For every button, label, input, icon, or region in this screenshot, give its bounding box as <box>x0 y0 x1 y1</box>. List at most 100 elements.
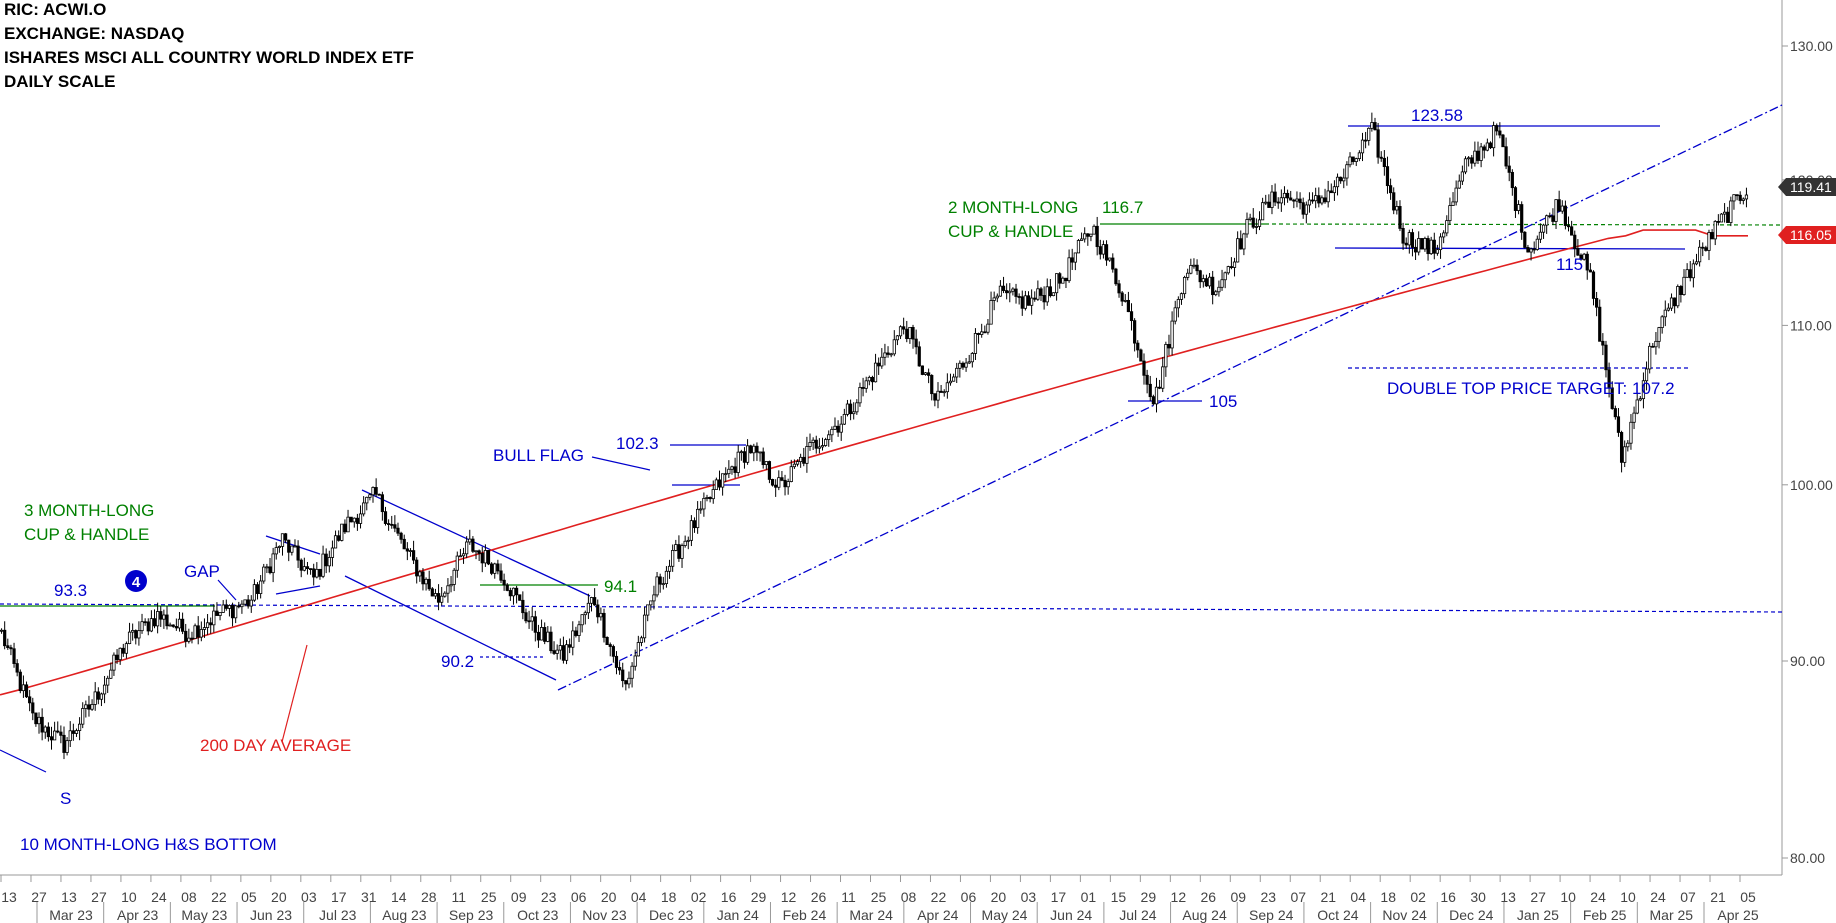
candle-body <box>427 578 431 590</box>
candle-body <box>1601 340 1605 346</box>
candle-body <box>923 372 928 375</box>
x-day-label: 30 <box>1470 889 1486 905</box>
candle-body <box>1663 309 1667 318</box>
candle-body <box>877 362 881 367</box>
x-day-label: 07 <box>1290 889 1306 905</box>
candle-body <box>1613 408 1617 418</box>
candle-body <box>1435 249 1440 254</box>
x-month-label: Jun 23 <box>250 907 292 923</box>
candle-body <box>639 637 644 643</box>
candle-body <box>284 533 288 541</box>
x-day-label: 04 <box>631 889 647 905</box>
y-tick-label: 100.00 <box>1790 477 1833 493</box>
bull-flag-pointer <box>591 456 651 471</box>
candle-body <box>340 523 344 541</box>
candle-body <box>1295 198 1299 202</box>
candle-body <box>970 353 974 363</box>
candle-body <box>1320 197 1324 204</box>
candle-body <box>842 413 846 425</box>
candle-body <box>530 616 534 622</box>
candle-body <box>780 477 784 481</box>
candle-body <box>31 702 35 714</box>
candle-body <box>920 365 924 375</box>
candle-body <box>539 627 544 641</box>
x-day-label: 13 <box>1500 889 1516 905</box>
candle-body <box>1588 269 1592 273</box>
candle-body <box>246 599 250 607</box>
candle-body <box>1276 201 1280 204</box>
candle-body <box>249 599 253 607</box>
candle-body <box>845 403 850 415</box>
level-105-label: 105 <box>1209 392 1237 411</box>
candle-body <box>549 631 553 652</box>
candle-body <box>852 411 856 415</box>
candle-body <box>362 502 366 515</box>
candle-body <box>1666 307 1671 311</box>
x-day-label: 12 <box>781 889 797 905</box>
candle-body <box>1482 146 1486 151</box>
x-day-label: 27 <box>31 889 47 905</box>
level-90-label: 90.2 <box>441 652 474 671</box>
candle-body <box>1186 272 1190 278</box>
x-day-label: 20 <box>601 889 617 905</box>
candle-body <box>917 346 921 367</box>
candle-body <box>1582 253 1586 260</box>
candle-body <box>677 544 681 559</box>
x-day-label: 23 <box>541 889 557 905</box>
candle-body <box>396 527 400 534</box>
candle-body <box>1173 307 1177 322</box>
candle-body <box>196 625 200 638</box>
candle-body <box>1136 342 1140 351</box>
dashed-green-116 <box>1264 223 1783 226</box>
x-day-label: 18 <box>661 889 677 905</box>
candle-body <box>586 602 590 614</box>
trendline-long <box>557 104 1783 691</box>
candle-body <box>1398 206 1402 229</box>
candle-body <box>745 445 750 463</box>
shoulder-label: S <box>60 789 71 808</box>
candle-body <box>827 434 831 440</box>
candle-body <box>1270 191 1274 208</box>
candle-body <box>1701 246 1705 249</box>
candle-body <box>571 630 575 648</box>
badge-4-icon: 4 <box>125 570 147 592</box>
candle-body <box>1413 246 1418 253</box>
candle-body <box>3 629 7 647</box>
candle-body <box>1651 345 1655 348</box>
candle-body <box>1257 219 1262 227</box>
candle-body <box>1204 278 1209 287</box>
candle-body <box>424 578 428 585</box>
candle-body <box>1385 166 1390 187</box>
candle-body <box>1098 246 1102 255</box>
candle-body <box>299 559 303 571</box>
candle-body <box>1476 150 1480 161</box>
candle-body <box>1523 231 1527 248</box>
candle-body <box>215 610 219 616</box>
candle-body <box>642 614 647 639</box>
candle-body <box>980 331 984 335</box>
x-month-label: Sep 24 <box>1249 907 1294 923</box>
candle-body <box>1648 345 1652 370</box>
candle-body <box>458 555 463 558</box>
candle-body <box>1285 192 1290 199</box>
candle-body <box>1108 257 1112 261</box>
candle-body <box>1719 213 1724 223</box>
candle-body <box>146 621 150 632</box>
candle-body <box>368 494 372 498</box>
candle-body <box>81 708 85 725</box>
candle-body <box>1644 368 1649 382</box>
x-day-label: 02 <box>691 889 707 905</box>
candle-body <box>1133 320 1137 344</box>
x-month-label: May 23 <box>181 907 227 923</box>
candle-body <box>599 612 603 618</box>
candle-body <box>611 646 615 657</box>
level-115-label: 115 <box>1556 255 1583 274</box>
candle-body <box>102 684 107 695</box>
candle-body <box>621 669 625 682</box>
candle-body <box>1298 198 1302 204</box>
candle-body <box>1289 197 1293 201</box>
candle-body <box>387 523 391 525</box>
candle-body <box>683 540 687 547</box>
candle-body <box>1170 320 1174 349</box>
